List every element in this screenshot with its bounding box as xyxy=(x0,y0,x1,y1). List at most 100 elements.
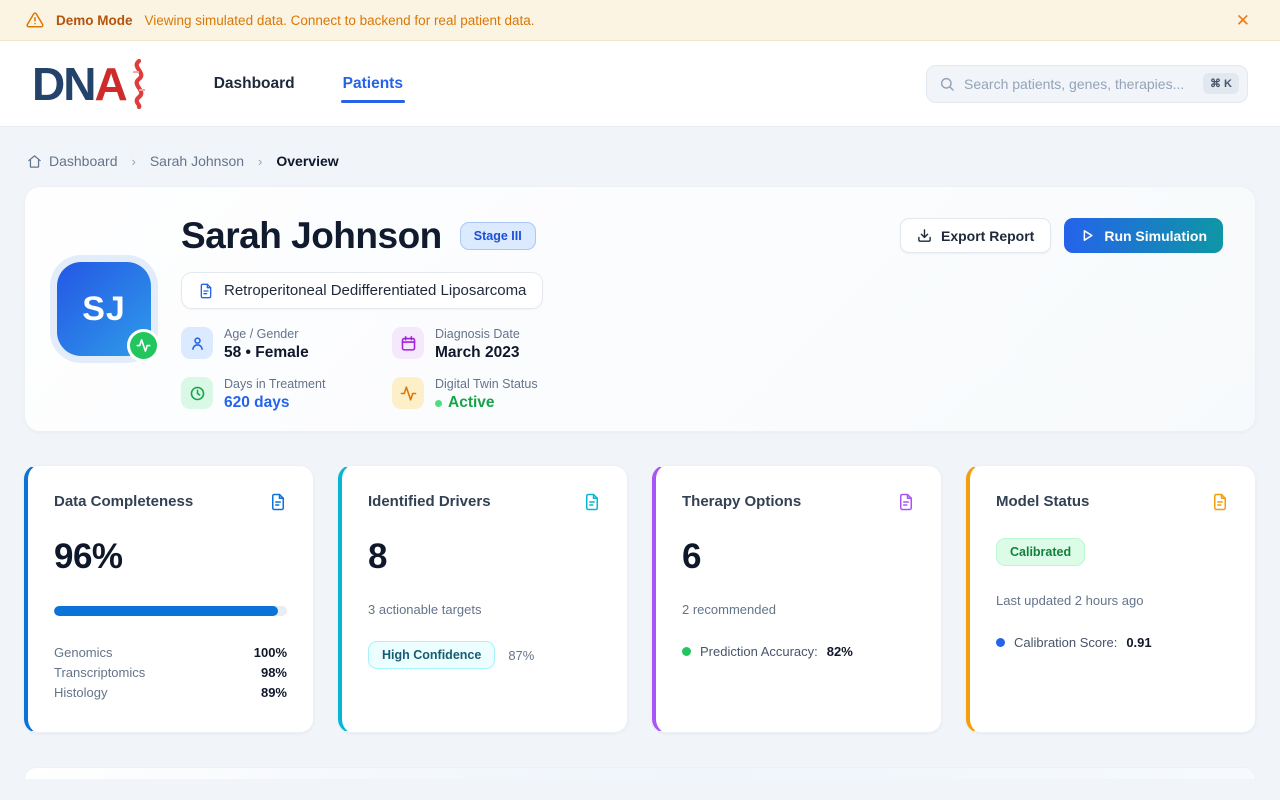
breakdown-row: Genomics 100% xyxy=(54,643,287,663)
keyboard-shortcut-badge: ⌘ K xyxy=(1203,73,1239,94)
breadcrumb-dashboard[interactable]: Dashboard xyxy=(27,153,118,169)
warning-triangle-icon xyxy=(26,11,44,29)
calibrated-badge: Calibrated xyxy=(996,538,1086,566)
status-text: Active xyxy=(448,394,495,411)
metric-value: 0.91 xyxy=(1126,635,1152,650)
banner-title: Demo Mode xyxy=(56,12,133,28)
model-updated-text: Last updated 2 hours ago xyxy=(996,593,1144,608)
completeness-breakdown: Genomics 100% Transcriptomics 98% Histol… xyxy=(54,643,287,703)
drivers-subtext: 3 actionable targets xyxy=(368,602,482,617)
file-text-icon[interactable] xyxy=(583,493,601,511)
confidence-value: 87% xyxy=(508,647,535,663)
drivers-count: 8 xyxy=(368,537,387,576)
row-value: 89% xyxy=(260,685,287,700)
meta-diagnosis-date: Diagnosis Date March 2023 xyxy=(392,327,692,362)
confidence-badge: High Confidence xyxy=(368,641,496,669)
meta-value: 58 • Female xyxy=(224,344,309,361)
breakdown-row: Histology 89% xyxy=(54,683,287,703)
breadcrumb-label: Dashboard xyxy=(49,153,118,169)
nav-item-patients[interactable]: Patients xyxy=(340,65,406,103)
run-simulation-button[interactable]: Run Simulation xyxy=(1064,218,1223,253)
meta-label: Days in Treatment xyxy=(224,377,326,391)
dna-squiggle-icon xyxy=(128,58,150,109)
green-dot-icon xyxy=(682,647,691,656)
file-text-icon[interactable] xyxy=(1211,493,1229,511)
file-text-icon[interactable] xyxy=(897,493,915,511)
patient-summary-card: SJ Sarah Johnson Stage III Retroperitone… xyxy=(24,186,1256,432)
diagnosis-pill: Retroperitoneal Dedifferentiated Liposar… xyxy=(181,272,544,309)
meta-digital-twin-status: Digital Twin Status Active xyxy=(392,377,692,412)
person-icon xyxy=(181,327,213,359)
nav-item-dashboard[interactable]: Dashboard xyxy=(212,65,297,103)
avatar-initials: SJ xyxy=(57,262,151,356)
meta-days-in-treatment: Days in Treatment 620 days xyxy=(181,377,392,412)
completeness-value: 96% xyxy=(54,537,123,576)
file-text-icon xyxy=(198,283,214,299)
main-nav: Dashboard Patients xyxy=(212,65,406,103)
clock-icon xyxy=(181,377,213,409)
breakdown-row: Transcriptomics 98% xyxy=(54,663,287,683)
diagnosis-text: Retroperitoneal Dedifferentiated Liposar… xyxy=(224,282,527,299)
next-section-card-partial xyxy=(24,767,1256,779)
breadcrumb-label: Overview xyxy=(276,153,339,169)
download-icon xyxy=(918,229,931,242)
metric-label: Prediction Accuracy: xyxy=(700,644,818,659)
patient-actions: Export Report Run Simulation xyxy=(899,218,1223,253)
stage-badge: Stage III xyxy=(459,222,536,250)
meta-label: Age / Gender xyxy=(224,327,299,341)
search-icon xyxy=(939,76,955,92)
export-report-label: Export Report xyxy=(940,227,1035,244)
logo-text-dn: DN xyxy=(32,57,96,110)
run-simulation-label: Run Simulation xyxy=(1104,227,1207,244)
banner-message: Viewing simulated data. Connect to backe… xyxy=(144,12,535,28)
row-label: Genomics xyxy=(54,645,113,660)
prediction-accuracy-row: Prediction Accuracy: 82% xyxy=(682,644,915,659)
play-icon xyxy=(1083,230,1093,241)
export-report-button[interactable]: Export Report xyxy=(899,218,1052,253)
metric-value: 82% xyxy=(826,644,853,659)
patient-avatar: SJ xyxy=(57,262,160,362)
meta-age-gender: Age / Gender 58 • Female xyxy=(181,327,392,362)
status-dot xyxy=(435,399,442,407)
metric-label: Calibration Score: xyxy=(1014,635,1118,650)
meta-value: March 2023 xyxy=(435,344,520,361)
row-label: Histology xyxy=(54,685,108,700)
card-title: Therapy Options xyxy=(682,493,802,510)
demo-mode-banner: Demo Mode Viewing simulated data. Connec… xyxy=(0,0,1280,41)
meta-value: Active xyxy=(435,394,538,412)
global-search[interactable]: ⌘ K xyxy=(926,64,1248,103)
banner-close-icon[interactable]: ✕ xyxy=(1232,8,1254,33)
row-value: 100% xyxy=(253,645,287,660)
logo-text-a: A xyxy=(94,57,127,110)
completeness-progress-bar xyxy=(54,606,287,616)
breadcrumb: Dashboard › Sarah Johnson › Overview xyxy=(0,127,1280,169)
file-text-icon[interactable] xyxy=(269,493,287,511)
calibration-score-row: Calibration Score: 0.91 xyxy=(996,635,1229,650)
meta-label: Digital Twin Status xyxy=(435,377,538,391)
card-title: Data Completeness xyxy=(54,493,194,510)
search-input[interactable] xyxy=(964,75,1194,92)
activity-pulse-icon xyxy=(127,329,160,362)
chevron-right-icon: › xyxy=(131,153,136,169)
chevron-right-icon: › xyxy=(258,153,263,169)
breadcrumb-label: Sarah Johnson xyxy=(149,153,245,169)
card-therapy-options: Therapy Options 6 2 recommended Predicti… xyxy=(652,465,942,733)
card-model-status: Model Status Calibrated Last updated 2 h… xyxy=(966,465,1256,733)
app-logo[interactable]: DNA xyxy=(32,57,150,110)
row-value: 98% xyxy=(260,665,287,680)
app-header: DNA Dashboard Patients ⌘ K xyxy=(0,41,1280,127)
home-icon xyxy=(27,154,42,169)
breadcrumb-patient[interactable]: Sarah Johnson xyxy=(150,153,244,169)
breadcrumb-current: Overview xyxy=(276,153,338,169)
pulse-icon xyxy=(392,377,424,409)
therapy-subtext: 2 recommended xyxy=(682,602,776,617)
card-title: Identified Drivers xyxy=(368,493,491,510)
meta-value: 620 days xyxy=(224,394,290,411)
meta-label: Diagnosis Date xyxy=(435,327,520,341)
therapy-count: 6 xyxy=(682,537,701,576)
row-label: Transcriptomics xyxy=(54,665,146,680)
card-data-completeness: Data Completeness 96% Genomics 100% Tran… xyxy=(24,465,314,733)
patient-details: Sarah Johnson Stage III Retroperitoneal … xyxy=(181,215,900,412)
progress-fill xyxy=(54,606,278,616)
calendar-icon xyxy=(392,327,424,359)
